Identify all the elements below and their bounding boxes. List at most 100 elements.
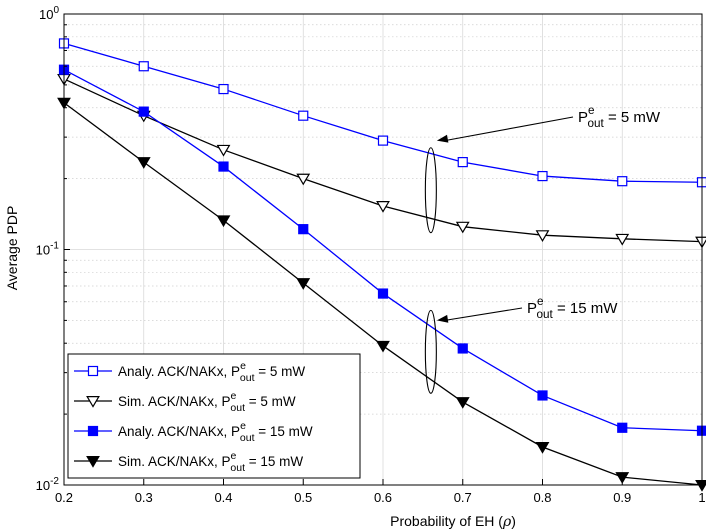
series-1 xyxy=(58,38,706,188)
x-axis-label-end: ) xyxy=(511,513,516,529)
data-point xyxy=(535,230,550,242)
legend-power: = 5 mW xyxy=(255,364,306,379)
x-tick-label: 0.5 xyxy=(294,490,312,505)
annotation-label-p: P xyxy=(578,109,588,126)
y-tick-base: 10 xyxy=(36,478,50,493)
legend-sup: e xyxy=(231,450,237,462)
legend-entry-4: Sim. ACK/NAKx, Pe out = 15 mW xyxy=(74,450,303,474)
legend-entry-3: Analy. ACK/NAKx, Pe out = 15 mW xyxy=(74,420,313,444)
data-point xyxy=(298,110,309,121)
legend-marker xyxy=(87,365,99,377)
annotation-label-value: = 5 mW xyxy=(604,109,661,126)
annotation-ellipse xyxy=(424,147,437,234)
legend-series-name: Analy. ACK/NAKx, xyxy=(118,424,231,439)
legend-sub: out xyxy=(230,462,245,474)
legend-sub: out xyxy=(230,402,245,414)
annotation-label-p: P xyxy=(527,300,537,317)
x-tick-label: 0.4 xyxy=(214,490,232,505)
legend-label: Analy. ACK/NAKx, Pe out = 5 mW xyxy=(118,360,305,384)
annotation-label-sub: out xyxy=(588,117,605,130)
legend-label: Analy. ACK/NAKx, Pe out = 15 mW xyxy=(118,420,313,444)
y-tick-exponent: 0 xyxy=(53,5,59,16)
data-point xyxy=(617,422,628,433)
annotation-label-value: = 15 mW xyxy=(553,300,618,317)
data-point xyxy=(615,233,630,246)
y-tick-exponent: -1 xyxy=(50,241,59,252)
legend-entry-2: Sim. ACK/NAKx, Pe out = 5 mW xyxy=(74,390,296,414)
annotation-arrow-head xyxy=(436,134,449,143)
data-point xyxy=(216,144,231,157)
legend-sub: out xyxy=(240,432,255,444)
legend-box xyxy=(67,353,361,479)
legend-series-name: Sim. ACK/NAKx, xyxy=(118,394,222,409)
annotation-label-sup: e xyxy=(537,295,544,308)
series-layer xyxy=(57,38,706,492)
series-4 xyxy=(57,97,706,492)
annotation-a15: Pe out = 15 mW xyxy=(424,295,618,394)
data-point xyxy=(457,343,468,354)
y-tick-label: 10-2 xyxy=(36,476,60,493)
y-tick-label: 100 xyxy=(39,5,59,22)
annotation-label: Pe out = 15 mW xyxy=(527,295,618,321)
data-point xyxy=(218,83,229,95)
data-point xyxy=(455,221,470,234)
x-tick-label: 0.2 xyxy=(55,490,73,505)
data-point xyxy=(377,135,389,146)
legend-sup: e xyxy=(240,420,246,432)
annotation-ellipse xyxy=(424,309,437,394)
data-point xyxy=(376,340,390,353)
y-tick-label: 10-1 xyxy=(36,241,60,258)
x-tick-label: 0.9 xyxy=(613,490,631,505)
data-point xyxy=(457,157,468,168)
data-point xyxy=(138,106,149,117)
data-point xyxy=(136,157,151,169)
x-axis-label-rho: ρ xyxy=(502,514,512,530)
legend-marker xyxy=(87,425,99,437)
legend-series-name: Sim. ACK/NAKx, xyxy=(118,454,222,469)
annotation-label-sub: out xyxy=(537,308,554,321)
y-axis-label: Average PDP xyxy=(4,206,20,291)
data-point xyxy=(535,442,550,454)
data-point xyxy=(296,278,311,290)
data-point xyxy=(296,173,311,186)
series-2 xyxy=(57,73,706,249)
data-point xyxy=(537,390,548,401)
y-tick-base: 10 xyxy=(36,243,50,258)
annotation-arrow-head xyxy=(436,314,449,323)
annotation-a5: Pe out = 5 mW xyxy=(424,104,661,234)
data-point xyxy=(138,61,149,72)
data-point xyxy=(376,201,390,213)
annotation-label: Pe out = 5 mW xyxy=(578,104,661,130)
data-point xyxy=(617,176,628,187)
legend-power: = 15 mW xyxy=(245,454,303,469)
x-tick-label: 0.7 xyxy=(454,490,472,505)
legend-p: P xyxy=(231,364,240,379)
annotation-arrow-line xyxy=(444,116,574,142)
legend-sup: e xyxy=(240,360,246,372)
x-axis-label-main: Probability of EH ( xyxy=(390,513,503,529)
legend-power: = 15 mW xyxy=(255,424,313,439)
data-point xyxy=(377,288,389,299)
legend-p: P xyxy=(222,454,231,469)
data-point xyxy=(216,215,231,228)
data-point xyxy=(455,397,470,409)
y-tick-exponent: -2 xyxy=(50,476,59,487)
data-point xyxy=(218,161,229,172)
data-point xyxy=(615,472,630,484)
legend-power: = 5 mW xyxy=(245,394,296,409)
data-point xyxy=(537,170,548,182)
legend-marker xyxy=(86,396,100,408)
y-tick-base: 10 xyxy=(39,7,53,22)
data-point xyxy=(298,224,309,235)
legend-p: P xyxy=(222,394,231,409)
legend-sub: out xyxy=(240,372,255,384)
legend-marker xyxy=(86,456,100,468)
legend-sup: e xyxy=(231,390,237,402)
legend-p: P xyxy=(231,424,240,439)
legend-label: Sim. ACK/NAKx, Pe out = 5 mW xyxy=(118,390,296,414)
x-tick-label: 0.3 xyxy=(135,490,153,505)
